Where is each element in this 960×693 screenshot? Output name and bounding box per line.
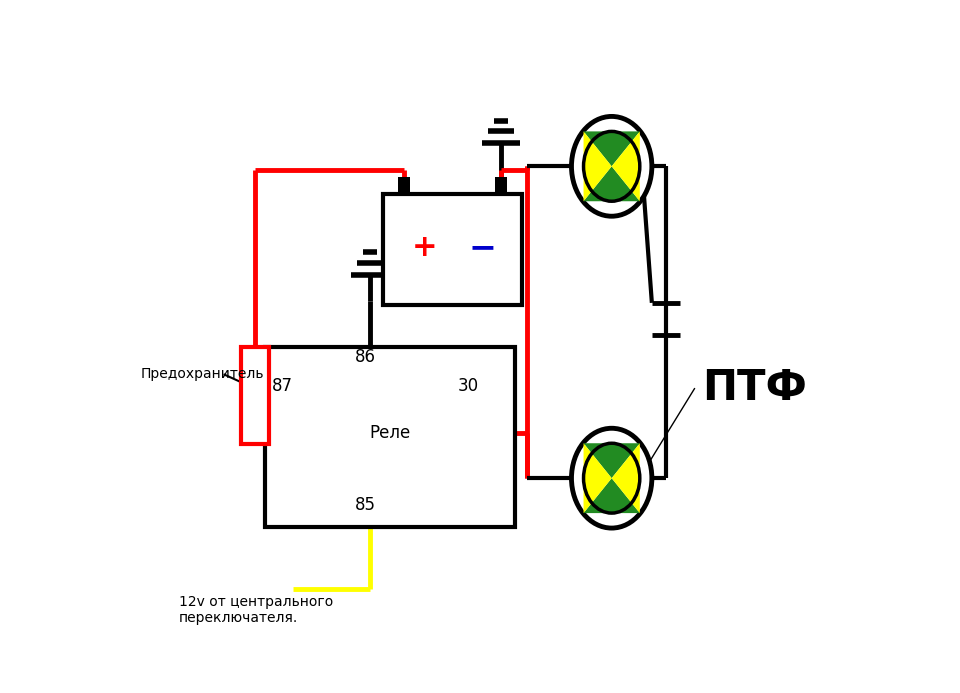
Polygon shape [584, 132, 639, 166]
Polygon shape [584, 132, 612, 201]
Bar [383, 194, 521, 305]
Polygon shape [584, 478, 639, 513]
Text: +: + [412, 233, 438, 262]
Polygon shape [584, 166, 639, 201]
Text: −: − [468, 231, 496, 264]
Text: 86: 86 [355, 348, 376, 366]
Text: 12v от центрального
переключателя.: 12v от центрального переключателя. [179, 595, 333, 625]
Bar [397, 177, 410, 194]
Polygon shape [584, 444, 612, 513]
Ellipse shape [571, 116, 652, 216]
Bar [494, 177, 507, 194]
Polygon shape [584, 444, 639, 478]
Text: Реле: Реле [370, 424, 411, 442]
Text: 87: 87 [272, 377, 293, 395]
Bar [265, 346, 515, 527]
Bar [241, 346, 269, 444]
Polygon shape [612, 444, 639, 513]
Text: 30: 30 [458, 377, 479, 395]
Polygon shape [612, 132, 639, 201]
Text: Предохранитель: Предохранитель [140, 367, 264, 381]
Text: 85: 85 [355, 496, 376, 514]
Ellipse shape [571, 428, 652, 528]
Text: ПТФ: ПТФ [702, 367, 806, 409]
